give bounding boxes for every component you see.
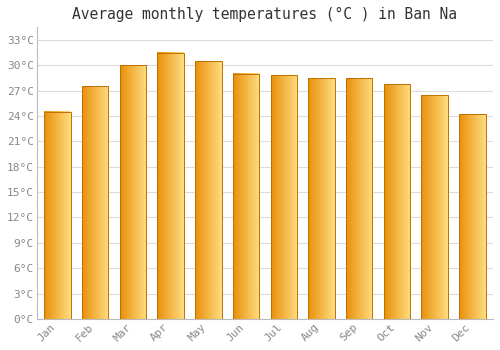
Bar xyxy=(195,61,222,319)
Bar xyxy=(120,65,146,319)
Bar xyxy=(233,74,259,319)
Bar xyxy=(422,95,448,319)
Bar xyxy=(270,76,297,319)
Bar xyxy=(308,78,334,319)
Bar xyxy=(44,112,70,319)
Bar xyxy=(158,52,184,319)
Bar xyxy=(459,114,485,319)
Title: Average monthly temperatures (°C ) in Ban Na: Average monthly temperatures (°C ) in Ba… xyxy=(72,7,458,22)
Bar xyxy=(82,86,108,319)
Bar xyxy=(384,84,410,319)
Bar xyxy=(346,78,372,319)
